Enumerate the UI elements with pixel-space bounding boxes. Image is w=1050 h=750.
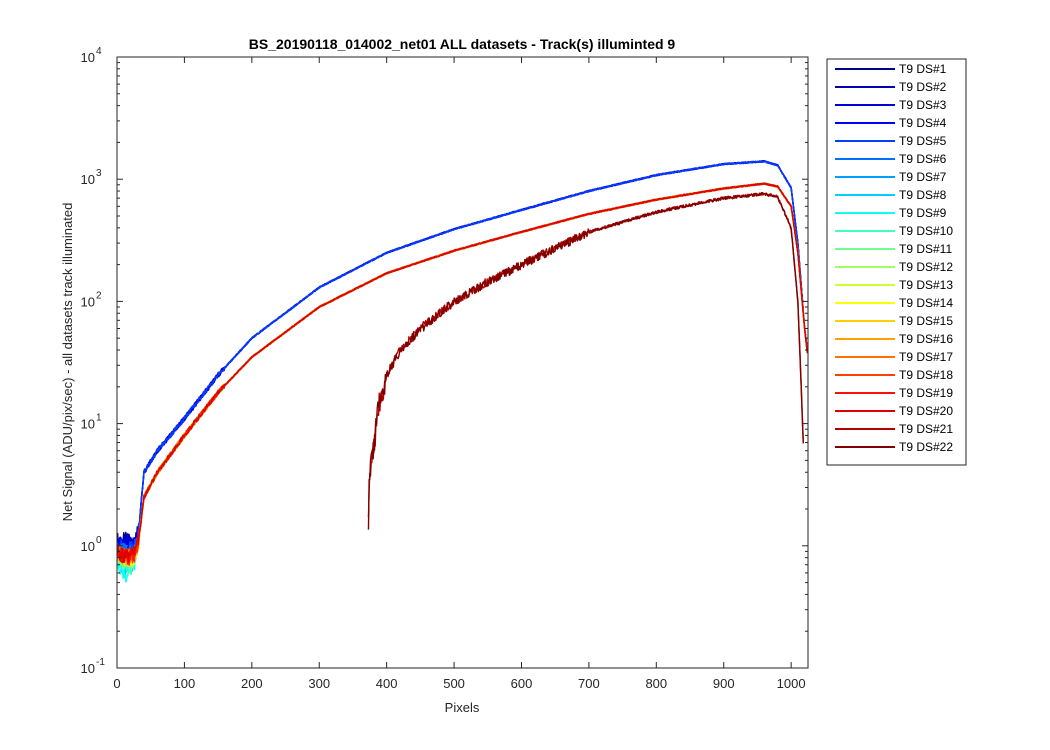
legend-label: T9 DS#18 xyxy=(899,368,953,382)
legend-label: T9 DS#19 xyxy=(899,386,953,400)
legend-label: T9 DS#11 xyxy=(899,242,952,256)
legend-box xyxy=(826,58,967,466)
x-tick-label: 600 xyxy=(511,676,533,691)
x-tick-label: 800 xyxy=(645,676,667,691)
chart-title: BS_20190118_014002_net01 ALL datasets - … xyxy=(249,36,676,52)
legend-label: T9 DS#15 xyxy=(899,314,953,328)
series-lines xyxy=(117,160,808,583)
x-tick-label: 300 xyxy=(308,676,330,691)
plot-background xyxy=(117,57,808,668)
y-tick-label-exponent: 2 xyxy=(96,290,102,301)
legend-label: T9 DS#2 xyxy=(899,80,947,94)
x-tick-label: 400 xyxy=(376,676,398,691)
x-axis-label: Pixels xyxy=(445,700,480,715)
legend-label: T9 DS#3 xyxy=(899,98,947,112)
axes-box xyxy=(116,56,809,669)
x-tick-label: 200 xyxy=(241,676,263,691)
legend-label: T9 DS#14 xyxy=(899,296,953,310)
legend-label: T9 DS#10 xyxy=(899,224,953,238)
legend-label: T9 DS#21 xyxy=(899,422,953,436)
series-line-5 xyxy=(117,160,808,558)
y-tick-label: 10 xyxy=(81,417,95,432)
x-tick-label: 500 xyxy=(443,676,465,691)
y-tick-label-exponent: 1 xyxy=(96,413,102,424)
legend-label: T9 DS#17 xyxy=(899,350,953,364)
y-tick-label-exponent: -1 xyxy=(96,657,105,668)
y-tick-label: 10 xyxy=(81,172,95,187)
plot-area xyxy=(117,57,808,668)
legend-label: T9 DS#1 xyxy=(899,62,947,76)
legend-label: T9 DS#9 xyxy=(899,206,947,220)
legend-label: T9 DS#7 xyxy=(899,170,947,184)
x-tick-label: 100 xyxy=(174,676,196,691)
x-tick-label: 700 xyxy=(578,676,600,691)
y-tick-label-exponent: 3 xyxy=(96,168,102,179)
legend-label: T9 DS#8 xyxy=(899,188,947,202)
y-tick-label-exponent: 4 xyxy=(96,46,102,57)
legend-label: T9 DS#20 xyxy=(899,404,953,418)
series-line-20 xyxy=(117,182,808,564)
y-axis-label: Net Signal (ADU/pix/sec) - all datasets … xyxy=(60,203,75,522)
legend-label: T9 DS#6 xyxy=(899,152,947,166)
x-tick-label: 0 xyxy=(113,676,120,691)
y-tick-label-exponent: 0 xyxy=(96,535,102,546)
legend: T9 DS#1 T9 DS#2 T9 DS#3 T9 DS#4 T9 DS#5 T9 DS… xyxy=(826,58,967,466)
x-tick-label: 900 xyxy=(713,676,735,691)
legend-label: T9 DS#22 xyxy=(899,440,953,454)
legend-label: T9 DS#12 xyxy=(899,260,953,274)
y-tick-label: 10 xyxy=(81,539,95,554)
series-line-22 xyxy=(367,192,804,530)
y-tick-label: 10 xyxy=(81,661,95,676)
legend-label: T9 DS#16 xyxy=(899,332,953,346)
legend-label: T9 DS#13 xyxy=(899,278,953,292)
x-tick-label: 1000 xyxy=(777,676,806,691)
legend-label: T9 DS#5 xyxy=(899,134,947,148)
legend-label: T9 DS#4 xyxy=(899,116,947,130)
y-tick-label: 10 xyxy=(81,50,95,65)
y-tick-label: 10 xyxy=(81,294,95,309)
